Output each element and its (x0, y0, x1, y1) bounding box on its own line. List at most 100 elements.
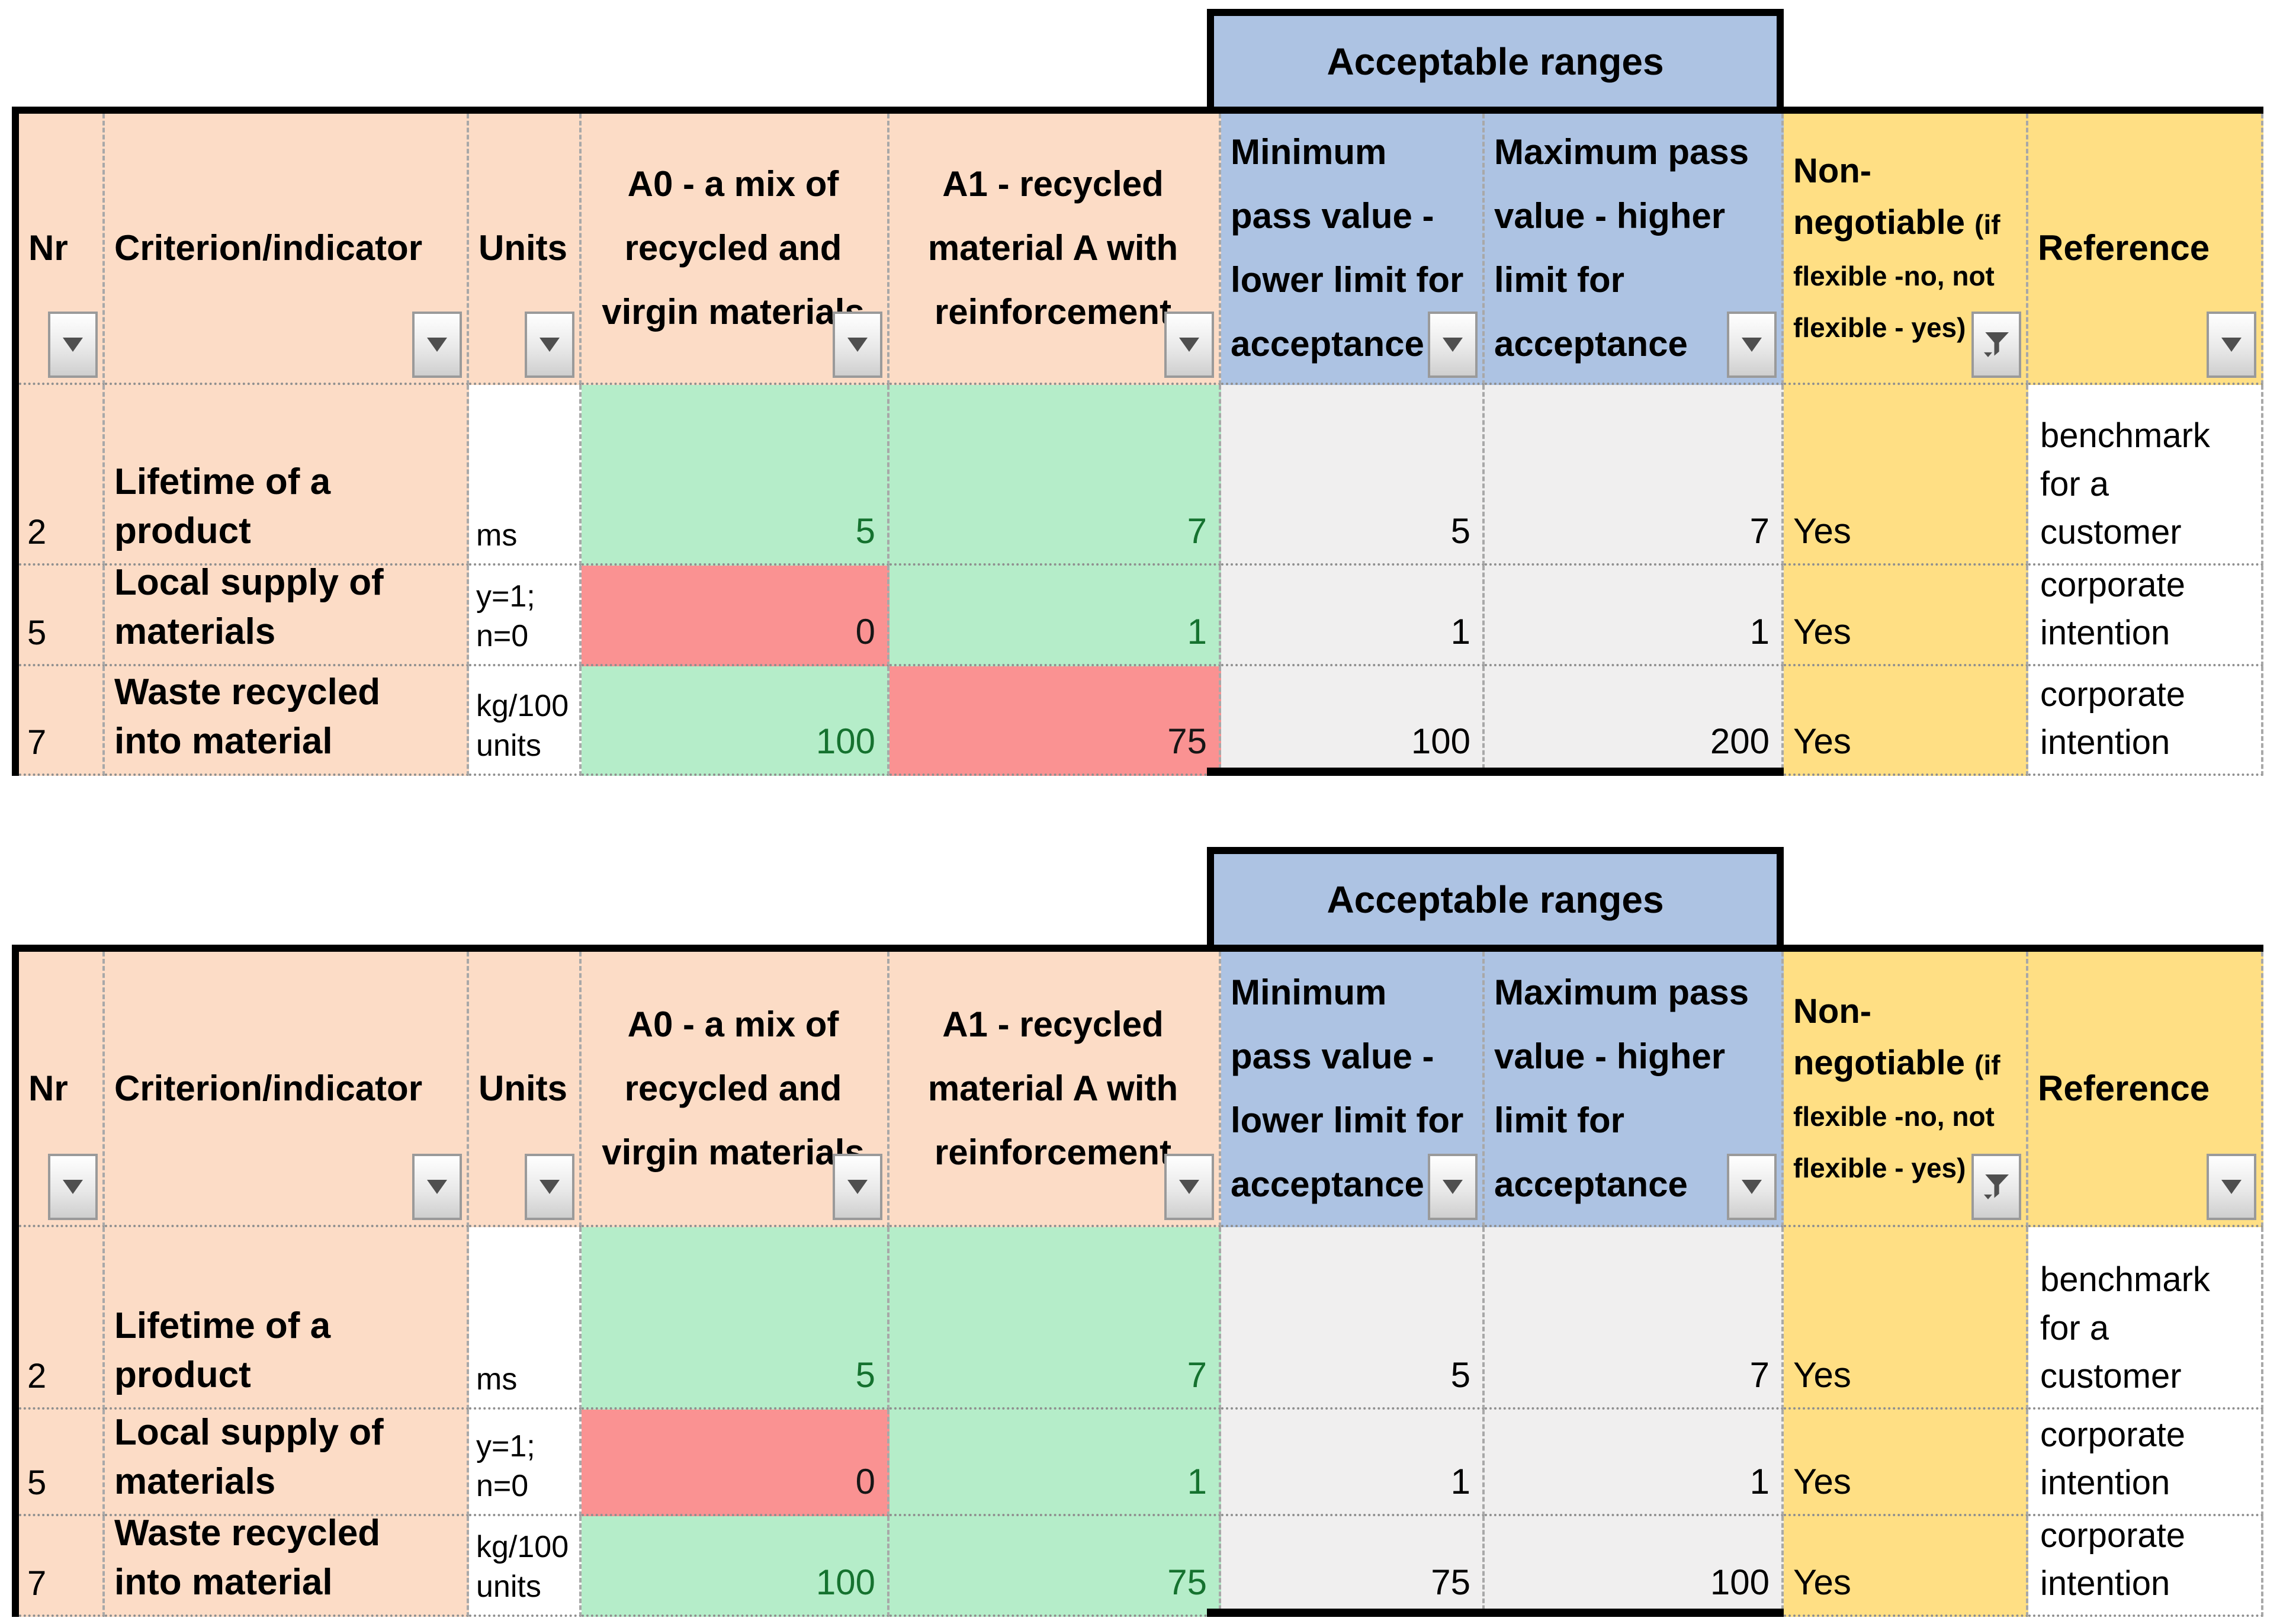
max-value: 100 (1710, 1562, 1770, 1602)
nr-value: 2 (27, 1356, 47, 1395)
filter-dropdown-icon (847, 338, 868, 352)
col-header-label: Maximum pass value - higher limit for ac… (1494, 132, 1749, 364)
filter-button-reference[interactable] (2207, 312, 2256, 378)
filter-button-a1[interactable] (1164, 1154, 1214, 1220)
filter-button-criterion[interactable] (412, 312, 462, 378)
filter-button-max-pass[interactable] (1727, 312, 1777, 378)
filter-button-min-pass[interactable] (1428, 1154, 1478, 1220)
col-header-a0: A0 - a mix of recycled and virgin materi… (582, 952, 889, 1227)
cell-units: kg/100 units (469, 666, 582, 776)
max-value: 200 (1710, 721, 1770, 761)
max-value: 1 (1749, 1462, 1770, 1501)
cell-a0-value: 100 (582, 1516, 889, 1617)
criteria-table-2: Nr Criterion/indicator Units A0 - a mix … (12, 945, 2263, 1617)
col-header-label: Criterion/indicator (114, 1068, 423, 1108)
cell-criterion: Waste recycled into material (105, 1516, 469, 1617)
a0-value: 5 (855, 511, 875, 551)
col-header-a1: A1 - recycled material A with reinforcem… (889, 114, 1221, 385)
filter-button-non-negotiable[interactable] (1971, 1154, 2021, 1220)
units-value: y=1; n=0 (476, 579, 535, 654)
cell-criterion: Local supply of materials (105, 566, 469, 666)
units-value: ms (476, 518, 518, 553)
col-header-label: Reference (2038, 228, 2210, 268)
min-value: 1 (1450, 612, 1470, 651)
a1-value: 75 (1167, 1562, 1207, 1602)
min-value: 75 (1431, 1562, 1470, 1602)
col-header-units: Units (469, 952, 582, 1227)
filter-button-units[interactable] (525, 1154, 574, 1220)
col-header-max-pass: Maximum pass value - higher limit for ac… (1485, 952, 1784, 1227)
cell-reference: benchmark for a customer (2028, 1227, 2263, 1410)
col-header-label: Units (479, 1068, 567, 1108)
cell-non-negotiable: Yes (1784, 1516, 2028, 1617)
cell-criterion: Lifetime of a product (105, 385, 469, 566)
col-header-a1: A1 - recycled material A with reinforcem… (889, 952, 1221, 1227)
a0-value: 100 (815, 721, 875, 761)
cell-a0-value: 5 (582, 1227, 889, 1410)
cell-max-pass: 1 (1485, 566, 1784, 666)
cell-nr: 7 (19, 666, 105, 776)
cell-a1-value: 7 (889, 385, 1221, 566)
min-value: 100 (1411, 721, 1470, 761)
criterion-value: Lifetime of a product (114, 461, 331, 552)
cell-units: y=1; n=0 (469, 1410, 582, 1516)
filter-button-nr[interactable] (48, 312, 98, 378)
filter-dropdown-icon (427, 1180, 447, 1194)
col-header-units: Units (469, 114, 582, 385)
filter-dropdown-icon (63, 338, 83, 352)
a0-value: 0 (855, 612, 875, 651)
non-negotiable-value: Yes (1793, 612, 1851, 651)
filter-dropdown-icon (1742, 338, 1762, 352)
cell-a1-value: 1 (889, 1410, 1221, 1516)
filter-button-reference[interactable] (2207, 1154, 2256, 1220)
nr-value: 5 (27, 613, 47, 652)
units-value: kg/100 units (476, 1529, 569, 1604)
cell-min-pass: 100 (1221, 666, 1485, 776)
cell-reference: benchmark for a customer (2028, 385, 2263, 566)
cell-max-pass: 7 (1485, 1227, 1784, 1410)
filter-dropdown-icon (2221, 1180, 2242, 1194)
non-negotiable-value: Yes (1793, 721, 1851, 761)
filter-button-units[interactable] (525, 312, 574, 378)
a1-value: 75 (1167, 721, 1207, 761)
min-value: 5 (1450, 1355, 1470, 1395)
col-header-max-pass: Maximum pass value - higher limit for ac… (1485, 114, 1784, 385)
col-header-label: A0 - a mix of recycled and virgin materi… (602, 1004, 865, 1172)
filter-button-criterion[interactable] (412, 1154, 462, 1220)
col-header-non-negotiable: Non-negotiable (if flexible -no, not fle… (1784, 114, 2028, 385)
a1-value: 7 (1187, 511, 1207, 551)
filter-button-max-pass[interactable] (1727, 1154, 1777, 1220)
filter-button-a1[interactable] (1164, 312, 1214, 378)
filter-dropdown-icon (1179, 1180, 1199, 1194)
cell-a0-value: 100 (582, 666, 889, 776)
non-negotiable-value: Yes (1793, 1462, 1851, 1501)
max-value: 7 (1749, 1355, 1770, 1395)
filter-funnel-icon (1984, 1174, 2009, 1199)
cell-min-pass: 1 (1221, 1410, 1485, 1516)
filter-button-non-negotiable[interactable] (1971, 312, 2021, 378)
filter-button-min-pass[interactable] (1428, 312, 1478, 378)
cell-criterion: Lifetime of a product (105, 1227, 469, 1410)
criterion-value: Waste recycled into material (114, 671, 381, 762)
cell-non-negotiable: Yes (1784, 666, 2028, 776)
a1-value: 7 (1187, 1355, 1207, 1395)
acceptable-ranges-bottom-border (1207, 1609, 1784, 1617)
reference-value: corporate intention (2040, 1516, 2186, 1603)
col-header-label: Reference (2038, 1068, 2210, 1108)
non-negotiable-value: Yes (1793, 511, 1851, 551)
a1-value: 1 (1187, 1462, 1207, 1501)
filter-button-a0[interactable] (833, 312, 882, 378)
units-value: kg/100 units (476, 688, 569, 763)
max-value: 7 (1749, 511, 1770, 551)
filter-button-nr[interactable] (48, 1154, 98, 1220)
criterion-value: Waste recycled into material (114, 1516, 381, 1603)
cell-units: y=1; n=0 (469, 566, 582, 666)
cell-a1-value: 75 (889, 666, 1221, 776)
col-header-min-pass: Minimum pass value - lower limit for acc… (1221, 114, 1485, 385)
col-header-label: Minimum pass value - lower limit for acc… (1231, 132, 1464, 364)
filter-button-a0[interactable] (833, 1154, 882, 1220)
cell-non-negotiable: Yes (1784, 1227, 2028, 1410)
col-header-min-pass: Minimum pass value - lower limit for acc… (1221, 952, 1485, 1227)
col-header-label: Nr (28, 228, 68, 268)
criteria-table-1: Nr Criterion/indicator Units A0 - a mix … (12, 107, 2263, 776)
